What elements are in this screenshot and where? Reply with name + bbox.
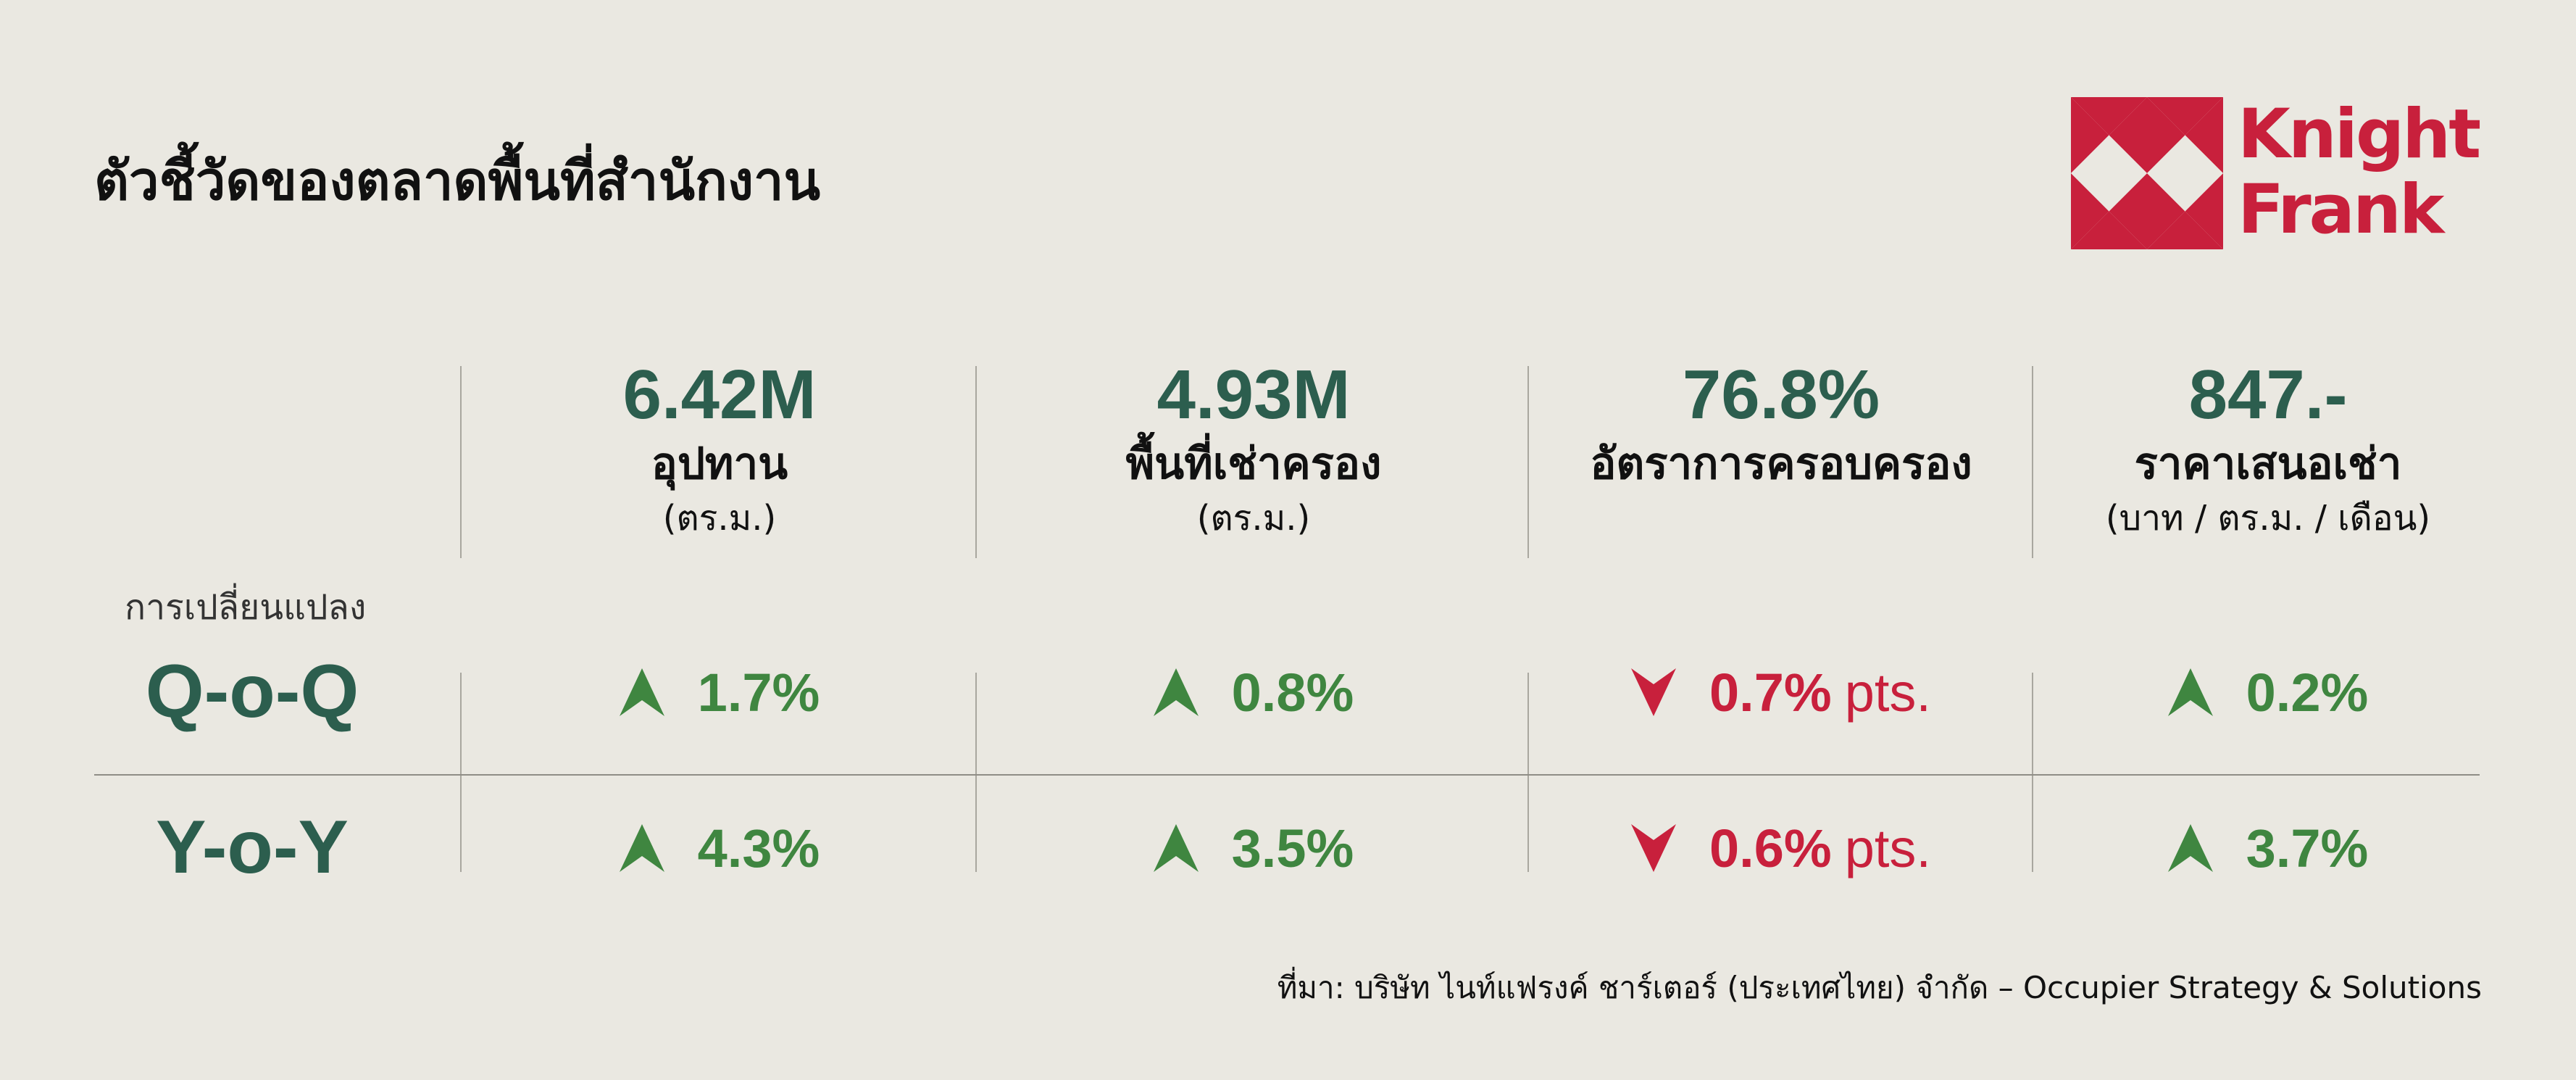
arrow-up-icon — [619, 668, 664, 716]
metric-occupancy-rate: 76.8% อัตราการครอบครอง — [1527, 355, 2035, 493]
page-title: ตัวชี้วัดของตลาดพื้นที่สำนักงาน — [94, 150, 821, 212]
metric-value: 847.- — [2188, 356, 2348, 433]
arrow-up-icon — [2167, 824, 2213, 872]
change-value: 1.7% — [697, 662, 820, 723]
column-divider — [460, 366, 462, 558]
column-divider — [2032, 366, 2033, 558]
change-value: 3.5% — [1231, 818, 1354, 878]
arrow-up-icon — [1153, 824, 1199, 872]
change-value: 0.2% — [2246, 662, 2369, 723]
change-cell: 4.3% — [466, 815, 973, 881]
change-label: การเปลี่ยนแปลง — [125, 587, 367, 628]
change-cell: 3.7% — [2014, 815, 2522, 881]
change-value: 0.8% — [1231, 662, 1354, 723]
row-label-qoq: Q-o-Q — [145, 649, 359, 734]
logo-line-2: Frank — [2238, 170, 2444, 249]
metric-label: อุปทาน — [651, 439, 788, 489]
knight-frank-logo: Knight Frank — [2071, 97, 2484, 257]
arrow-down-icon — [1631, 824, 1677, 872]
change-cell: 0.6% pts. — [1527, 815, 2035, 881]
source-note: ที่มา: บริษัท ไนท์แฟรงค์ ชาร์เตอร์ (ประเ… — [1277, 970, 2482, 1005]
logo-mark-icon — [2071, 97, 2223, 249]
change-cell: 0.2% — [2014, 660, 2522, 725]
change-value: 3.7% — [2246, 818, 2369, 878]
change-suffix: pts. — [1844, 818, 1931, 878]
metric-label: พื้นที่เช่าครอง — [1125, 439, 1382, 489]
change-value: 0.6% — [1709, 818, 1832, 878]
change-suffix: pts. — [1844, 662, 1931, 723]
metric-asking-rent: 847.- ราคาเสนอเช่า (บาท / ตร.ม. / เดือน) — [2014, 355, 2522, 544]
logo-line-1: Knight — [2238, 95, 2481, 174]
metric-supply: 6.42M อุปทาน (ตร.ม.) — [466, 355, 973, 544]
change-cell: 0.7% pts. — [1527, 660, 2035, 725]
change-value: 4.3% — [697, 818, 820, 878]
metric-value: 6.42M — [622, 356, 817, 433]
arrow-up-icon — [619, 824, 664, 872]
column-divider — [975, 673, 977, 872]
metric-unit: (บาท / ตร.ม. / เดือน) — [2105, 498, 2431, 539]
column-divider — [460, 673, 462, 872]
metric-value: 76.8% — [1682, 356, 1880, 433]
row-divider — [94, 774, 2480, 776]
column-divider — [975, 366, 977, 558]
change-value: 0.7% — [1709, 662, 1832, 723]
metric-label: ราคาเสนอเช่า — [2134, 439, 2402, 489]
metric-unit: (ตร.ม.) — [1196, 498, 1311, 539]
logo-wordmark: Knight Frank — [2238, 95, 2481, 249]
column-divider — [1527, 366, 1529, 558]
column-divider — [1527, 673, 1529, 872]
arrow-up-icon — [1153, 668, 1199, 716]
arrow-down-icon — [1631, 668, 1677, 716]
change-cell: 0.8% — [1000, 660, 1507, 725]
column-divider — [2032, 673, 2033, 872]
metric-unit: (ตร.ม.) — [662, 498, 777, 539]
metric-value: 4.93M — [1156, 356, 1351, 433]
row-label-yoy: Y-o-Y — [156, 805, 349, 889]
change-cell: 3.5% — [1000, 815, 1507, 881]
metric-label: อัตราการครอบครอง — [1590, 439, 1972, 489]
arrow-up-icon — [2167, 668, 2213, 716]
metric-occupied-space: 4.93M พื้นที่เช่าครอง (ตร.ม.) — [1000, 355, 1507, 544]
change-cell: 1.7% — [466, 660, 973, 725]
